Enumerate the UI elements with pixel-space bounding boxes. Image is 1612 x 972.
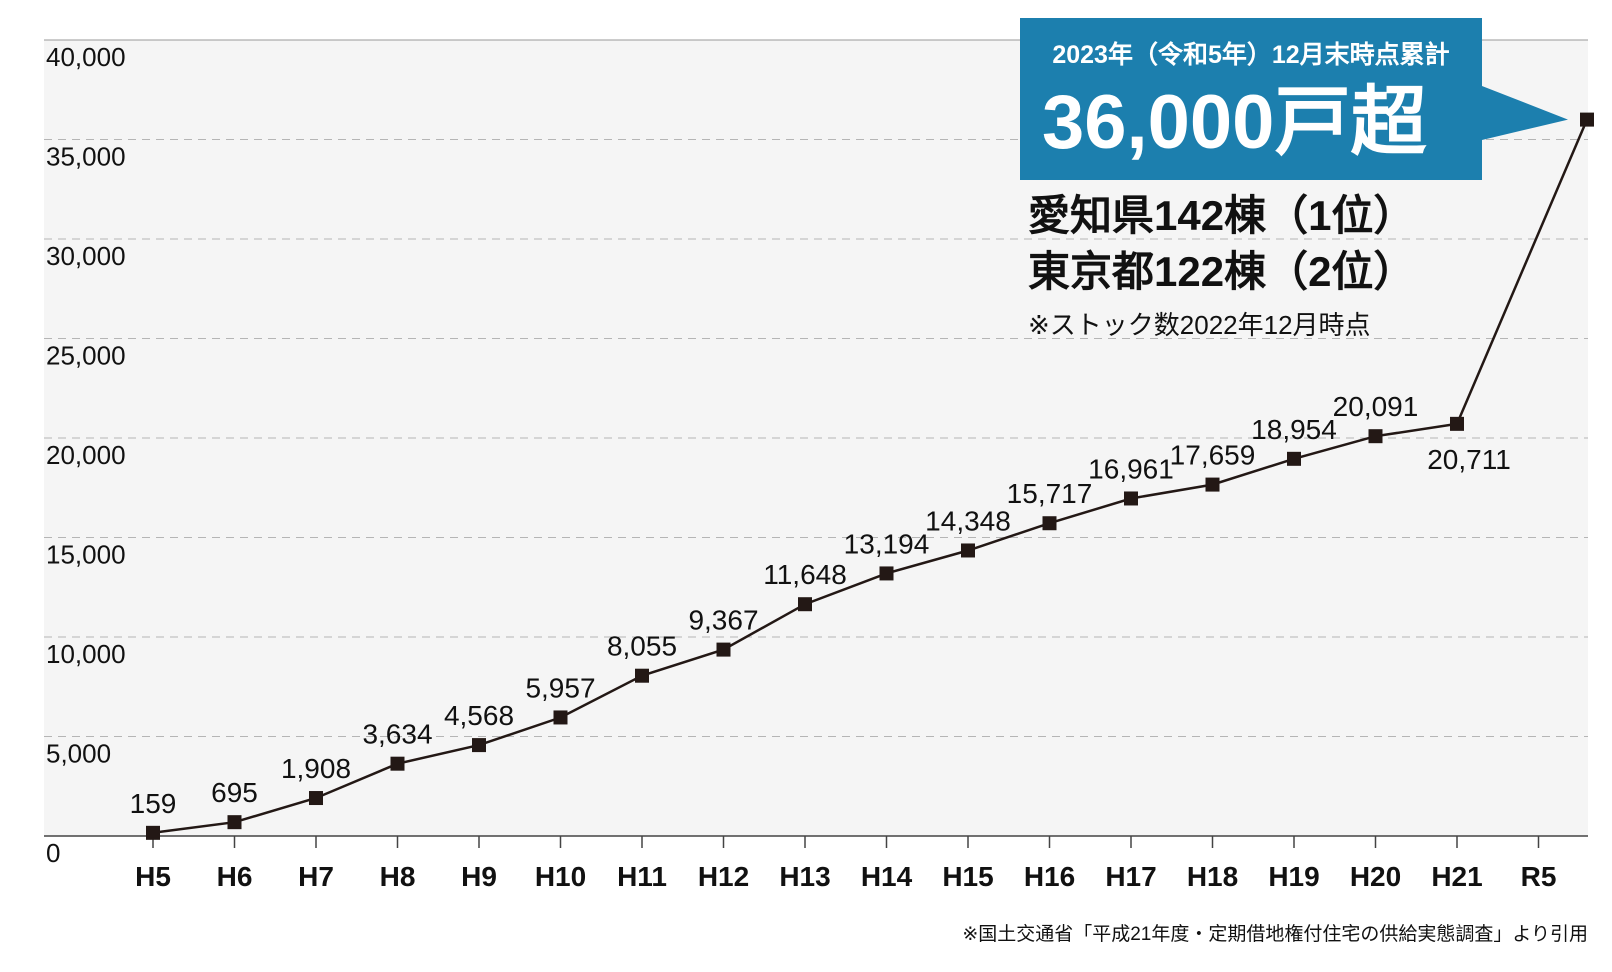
- data-label: 5,957: [525, 672, 595, 703]
- data-label: 4,568: [444, 700, 514, 731]
- x-tick-label: H20: [1350, 861, 1401, 892]
- data-label: 8,055: [607, 631, 677, 662]
- data-label: 15,717: [1007, 478, 1093, 509]
- ranking-line-1: 愛知県142棟（1位）: [1028, 192, 1415, 239]
- x-tick-label: R5: [1521, 861, 1557, 892]
- source-note: ※国土交通省「平成21年度・定期借地権付住宅の供給実態調査」より引用: [962, 923, 1588, 945]
- data-point: [1205, 477, 1220, 492]
- data-label: 13,194: [844, 528, 930, 559]
- x-tick-label: H10: [535, 861, 586, 892]
- data-label: 11,648: [763, 559, 847, 590]
- data-label: 159: [130, 788, 177, 819]
- data-point: [961, 543, 975, 558]
- x-tick-label: H11: [617, 861, 667, 892]
- y-tick-label: 30,000: [46, 241, 126, 271]
- x-tick-label: H12: [698, 861, 749, 892]
- ranking-line-2: 東京都122棟（2位）: [1028, 248, 1415, 295]
- y-tick-label: 40,000: [46, 42, 126, 72]
- x-tick-label: H8: [380, 861, 416, 892]
- data-point: [716, 642, 731, 657]
- y-tick-label: 35,000: [46, 142, 126, 172]
- data-label: 18,954: [1251, 414, 1337, 445]
- data-point: [798, 597, 812, 612]
- x-axis-ticks: H5 H6 H7 H8 H9 H10 H11 H12 H13 H14 H15 H16 H17 H18 H19…: [135, 836, 1556, 892]
- x-tick-label: H5: [135, 861, 171, 892]
- data-label: 14,348: [925, 505, 1011, 536]
- x-tick-label: H17: [1105, 861, 1156, 892]
- x-tick-label: H15: [942, 861, 993, 892]
- data-point: [146, 825, 160, 840]
- x-tick-label: H13: [779, 861, 830, 892]
- data-point: [309, 791, 323, 806]
- callout-box: 2023年（令和5年）12月末時点累計 36,000戸超: [1020, 18, 1568, 180]
- data-point: [1124, 491, 1138, 506]
- y-tick-label: 20,000: [46, 440, 126, 470]
- y-axis-ticks: 0 5,000 10,000 15,000 20,000 25,000 30,000 35,0…: [46, 42, 126, 868]
- data-label: 20,091: [1333, 391, 1419, 422]
- data-point: [1042, 516, 1057, 531]
- data-label: 16,961: [1088, 453, 1174, 484]
- data-labels: 159 695 1,908 3,634 4,568 5,957 8,055 9,36711,6…: [130, 391, 1511, 819]
- data-label: 9,367: [688, 605, 758, 636]
- x-tick-label: H19: [1268, 861, 1319, 892]
- data-label: 1,908: [281, 753, 351, 784]
- data-point: [635, 668, 649, 683]
- data-point: [1287, 451, 1301, 466]
- data-label: 695: [211, 777, 258, 808]
- x-tick-label: H6: [217, 861, 253, 892]
- data-point: [227, 815, 242, 830]
- y-tick-label: 10,000: [46, 639, 126, 669]
- x-tick-label: H14: [861, 861, 913, 892]
- data-point: [472, 738, 486, 753]
- data-point: [553, 710, 568, 725]
- series-line: [152, 119, 1589, 835]
- data-point: [1450, 416, 1464, 431]
- gridlines: [44, 39, 1588, 837]
- callout-pointer: [1020, 18, 1568, 180]
- y-tick-label: 25,000: [46, 341, 126, 371]
- callout-subtitle: 2023年（令和5年）12月末時点累計: [1052, 40, 1449, 69]
- y-tick-label: 0: [46, 838, 60, 868]
- data-point: [879, 566, 894, 581]
- callout-headline: 36,000戸超: [1042, 80, 1427, 165]
- data-label: 20,711: [1427, 444, 1511, 475]
- x-tick-label: H16: [1024, 861, 1075, 892]
- x-tick-label: H21: [1431, 861, 1482, 892]
- data-label: 17,659: [1170, 440, 1256, 471]
- data-points: [146, 112, 1594, 840]
- data-point: [1580, 112, 1594, 127]
- data-point: [390, 756, 405, 771]
- y-tick-label: 5,000: [46, 739, 111, 769]
- x-tick-label: H7: [298, 861, 334, 892]
- data-label: 3,634: [362, 719, 432, 750]
- x-tick-label: H18: [1187, 861, 1238, 892]
- y-tick-label: 15,000: [46, 540, 126, 570]
- x-tick-label: H9: [461, 861, 497, 892]
- ranking-note: ※ストック数2022年12月時点: [1028, 310, 1371, 340]
- data-point: [1368, 429, 1383, 444]
